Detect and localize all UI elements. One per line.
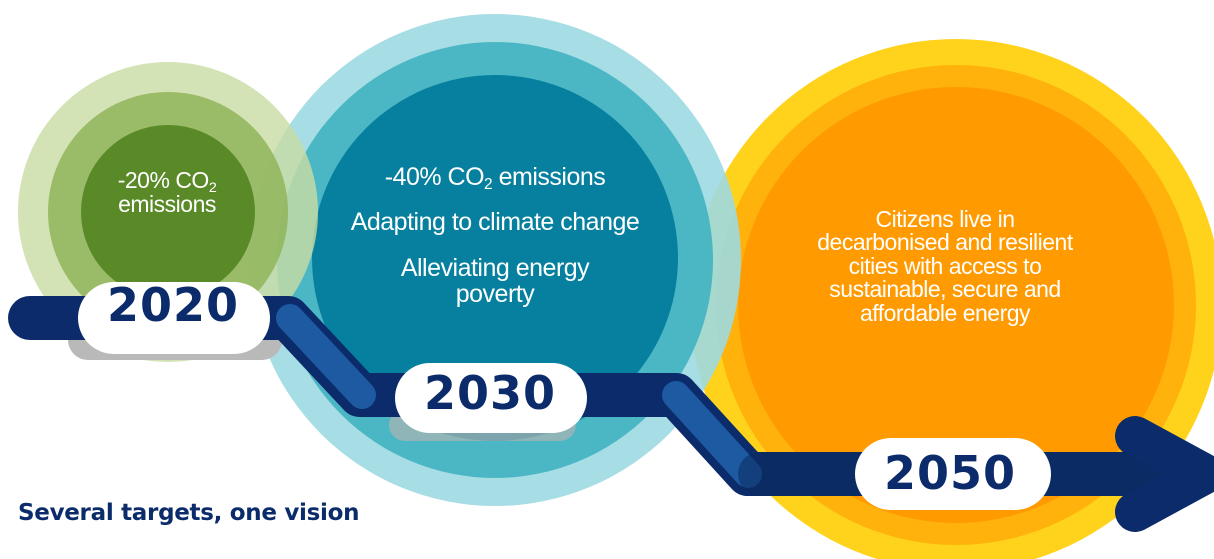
milestone-2050-line: cities with access to	[848, 252, 1042, 279]
milestone-2050-line: affordable energy	[859, 299, 1031, 326]
milestone-2050-text: Citizens live in decarbonised and resili…	[780, 206, 1110, 326]
timeline-arrow-highlight	[276, 304, 762, 488]
year-label-2030: 2030	[423, 366, 557, 420]
circle-2030-inner	[312, 75, 678, 441]
year-label-2050: 2050	[883, 446, 1017, 500]
milestone-2050-line: Citizens live in	[875, 206, 1016, 232]
year-pill-2050	[855, 438, 1051, 510]
caption: Several targets, one vision	[18, 500, 360, 526]
milestone-2030-text: -40% CO2 emissions Adapting to climate c…	[330, 164, 660, 307]
milestone-2020-emissions: emissions	[118, 191, 216, 218]
year-pill-2030	[395, 363, 587, 433]
milestone-2030-poverty-line1: Alleviating energy	[400, 253, 590, 282]
milestone-2030-poverty-line2: poverty	[455, 279, 535, 308]
milestone-2020-co2-subscript: 2	[208, 179, 217, 196]
milestone-2050-line: decarbonised and resilient	[817, 229, 1073, 256]
circle-2050-inner	[738, 87, 1174, 523]
milestone-2030-co2-subscript: 2	[484, 175, 493, 193]
milestone-2030-adaptation: Adapting to climate change	[350, 208, 640, 237]
year-label-2020: 2020	[106, 278, 240, 332]
circle-2020-inner	[81, 125, 255, 299]
milestone-2030-co2: -40% CO	[384, 163, 485, 191]
milestone-2050-line: sustainable, secure and	[829, 276, 1061, 303]
arrowhead-icon	[1115, 416, 1214, 532]
milestone-2030-co2-line: -40% CO2 emissions	[330, 163, 660, 193]
milestone-2020-text: -20% CO2 emissions	[92, 168, 242, 216]
milestone-2020-co2: -20% CO	[117, 167, 210, 193]
year-pill-2020	[78, 282, 270, 354]
milestone-2030-emissions: emissions	[492, 163, 606, 191]
